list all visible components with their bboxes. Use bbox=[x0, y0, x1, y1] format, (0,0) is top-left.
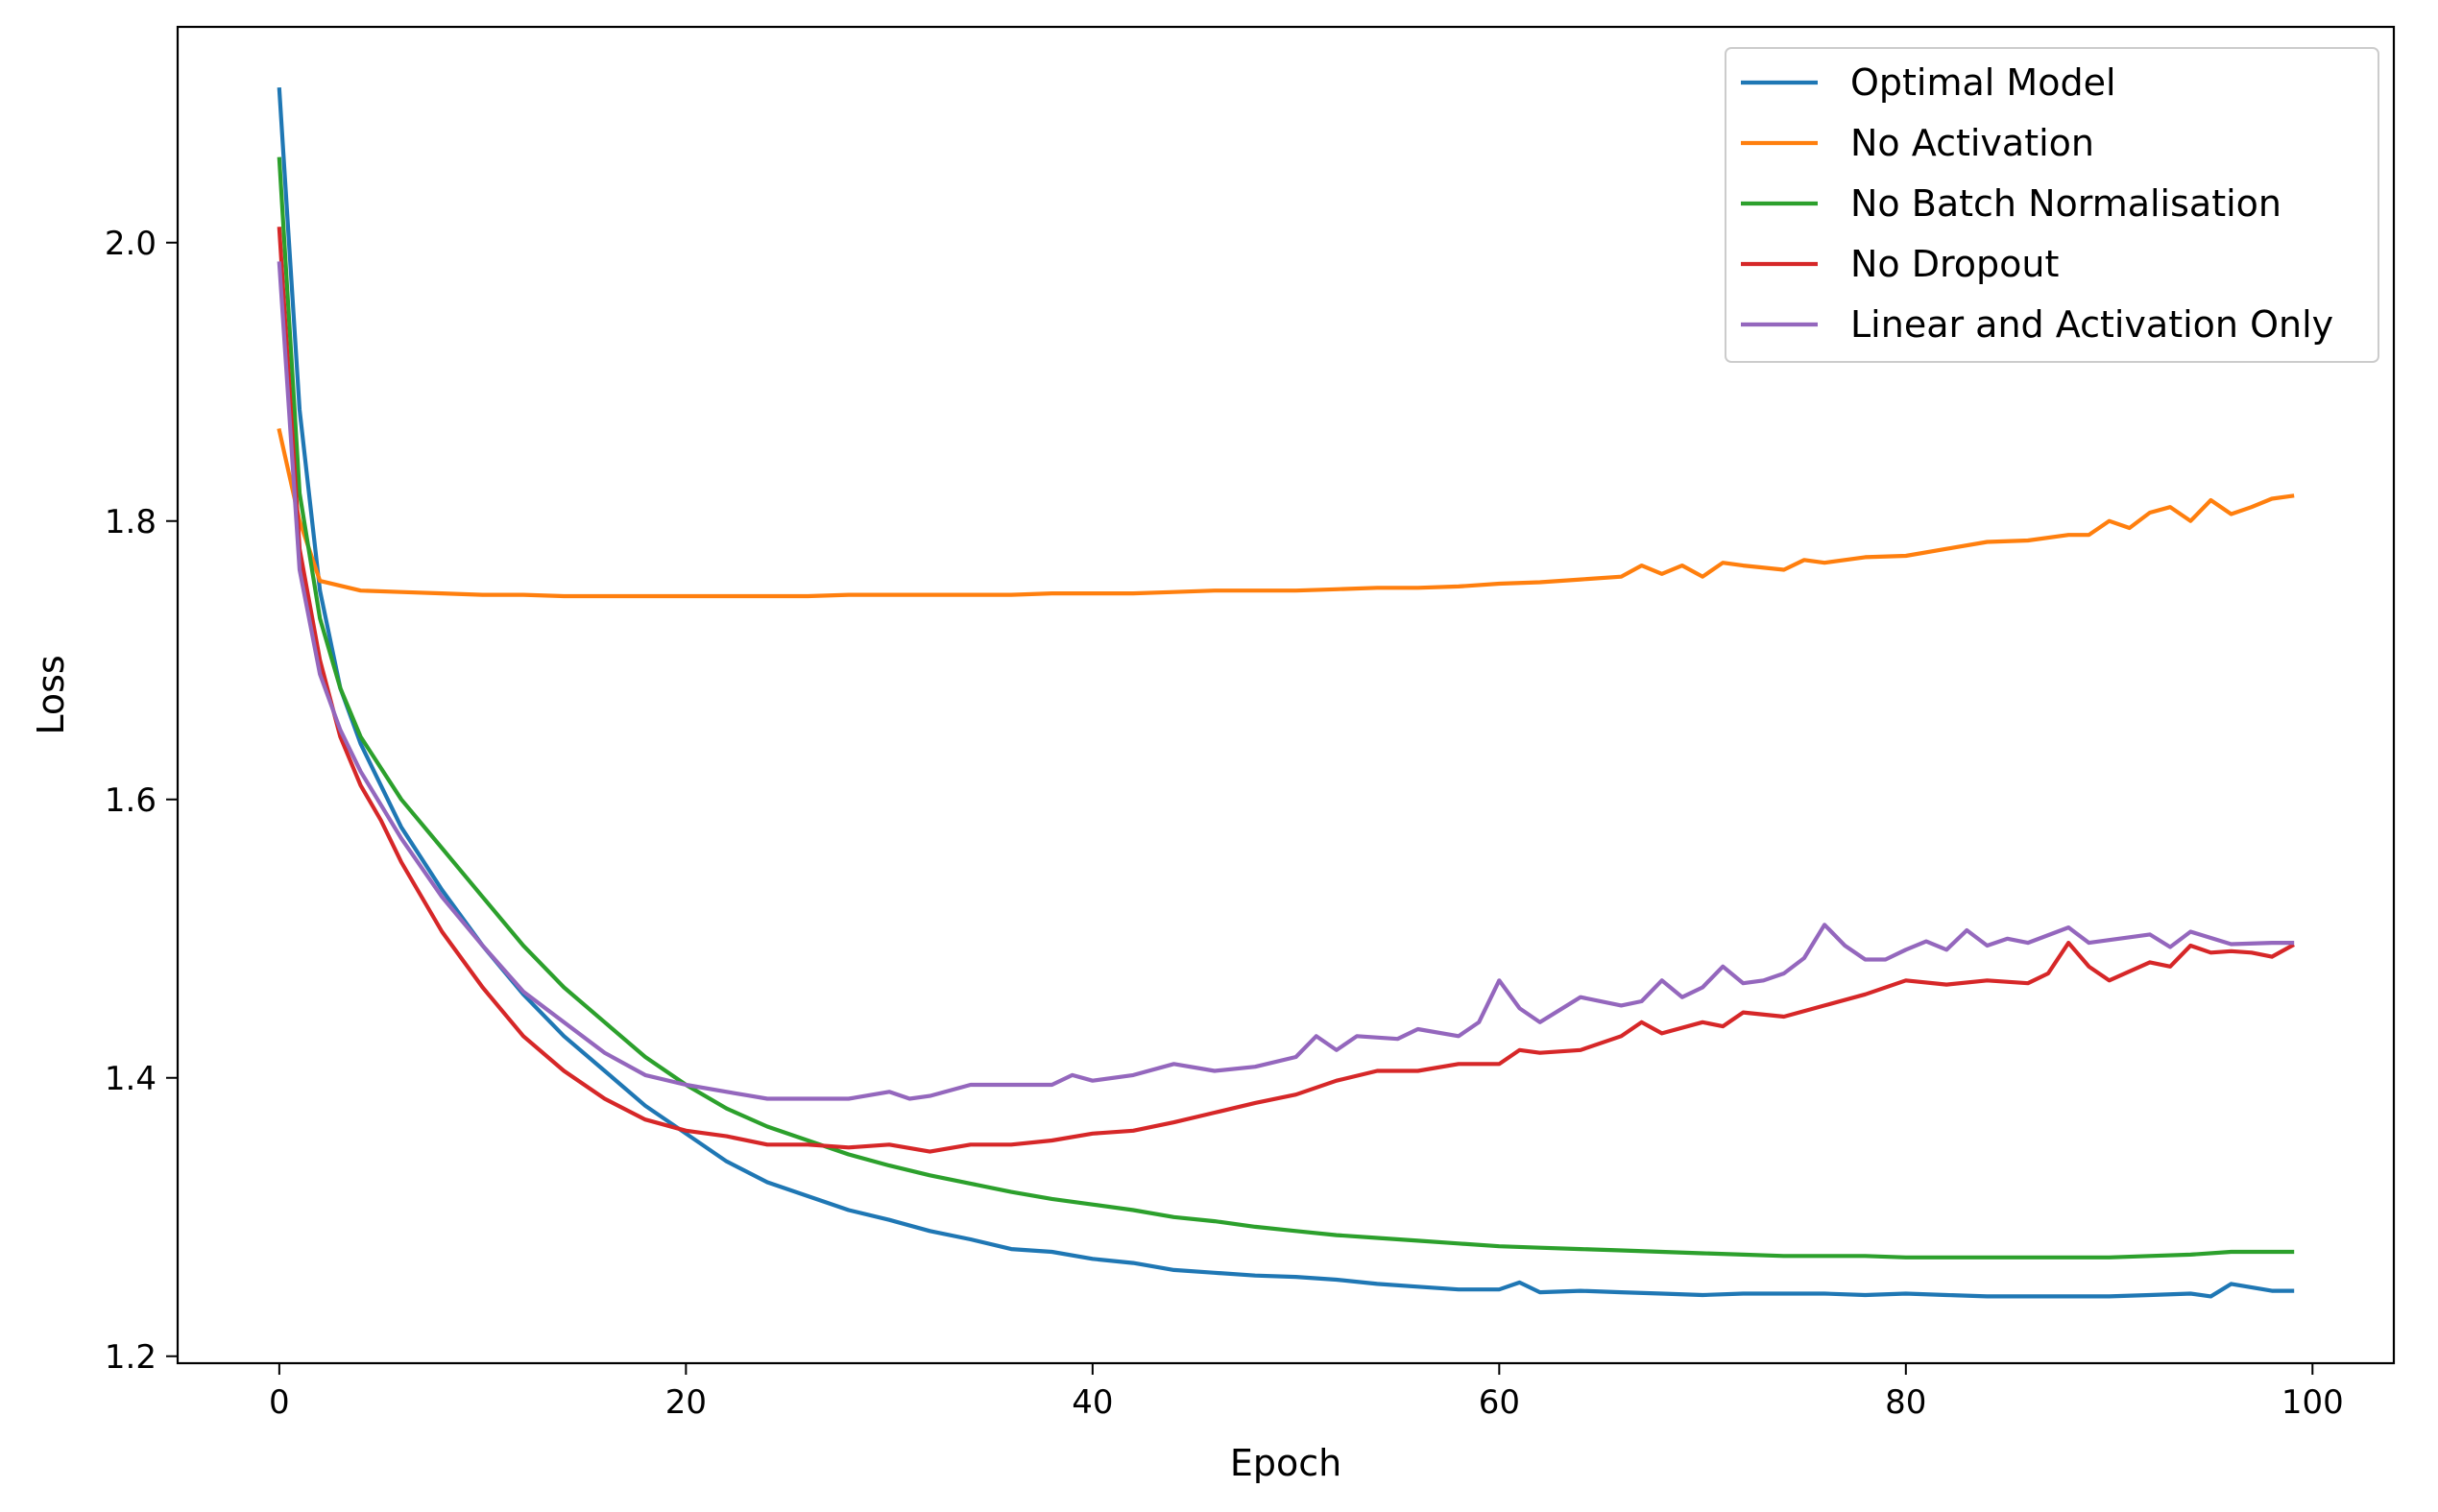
y-tick-label: 1.2 bbox=[105, 1338, 157, 1377]
legend-label-2: No Batch Normalisation bbox=[1850, 182, 2281, 225]
x-tick-label: 60 bbox=[1479, 1383, 1520, 1422]
x-tick-label: 40 bbox=[1072, 1383, 1113, 1422]
y-axis-title: Loss bbox=[30, 655, 72, 734]
legend-label-4: Linear and Activation Only bbox=[1850, 303, 2333, 346]
legend-box bbox=[1725, 47, 2379, 363]
legend: Optimal Model No Activation No Batch Norma… bbox=[1725, 47, 2379, 363]
series-line-2 bbox=[277, 156, 2295, 1260]
x-axis-title: Epoch bbox=[1230, 1442, 1341, 1484]
y-tick-label: 1.8 bbox=[105, 503, 157, 541]
y-tick-label: 2.0 bbox=[105, 225, 157, 263]
series-layer bbox=[277, 86, 2295, 1299]
legend-label-0: Optimal Model bbox=[1850, 61, 2116, 104]
legend-label-1: No Activation bbox=[1850, 122, 2094, 164]
series-line-1 bbox=[277, 427, 2295, 599]
series-line-3 bbox=[277, 227, 2295, 1154]
legend-label-3: No Dropout bbox=[1850, 243, 2059, 285]
plot-frame bbox=[176, 25, 2396, 1365]
x-tick-label: 20 bbox=[665, 1383, 707, 1422]
x-tick-label: 100 bbox=[2281, 1383, 2344, 1422]
y-tick-label: 1.6 bbox=[105, 781, 157, 820]
series-line-0 bbox=[277, 86, 2295, 1299]
series-line-4 bbox=[277, 261, 2295, 1101]
y-tick-label: 1.4 bbox=[105, 1060, 157, 1098]
x-axis: 0 20 40 60 80 100 bbox=[269, 1363, 2344, 1422]
x-tick-label: 80 bbox=[1885, 1383, 1926, 1422]
x-tick-label: 0 bbox=[269, 1383, 290, 1422]
y-axis: 1.2 1.4 1.6 1.8 2.0 bbox=[105, 225, 178, 1377]
